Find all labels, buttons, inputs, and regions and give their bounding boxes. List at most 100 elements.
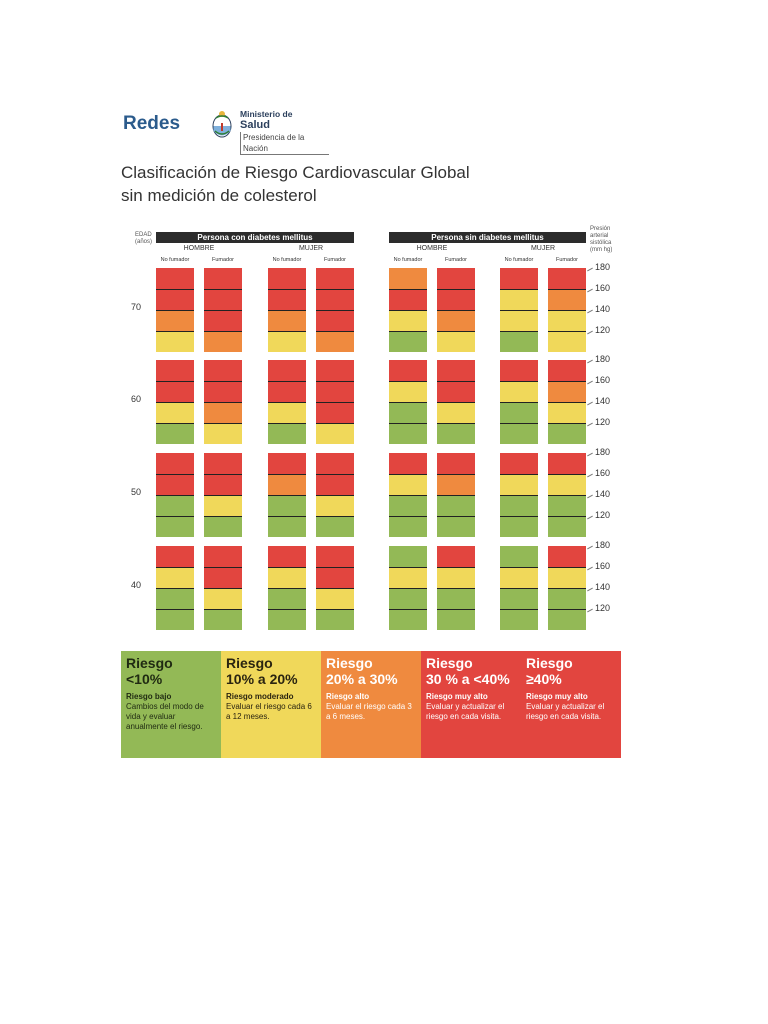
- ministry-line-2: Salud: [240, 119, 270, 131]
- risk-cell: [437, 402, 475, 423]
- risk-cell: [156, 402, 194, 423]
- risk-cell: [156, 453, 194, 474]
- legend-level: Riesgo alto: [326, 692, 370, 701]
- risk-cell: [268, 495, 306, 516]
- legend-range: 20% a 30%: [326, 671, 398, 687]
- risk-cell: [389, 546, 427, 567]
- risk-cell: [316, 546, 354, 567]
- national-emblem-icon: [212, 111, 232, 138]
- risk-cell: [316, 453, 354, 474]
- risk-cell: [316, 609, 354, 630]
- risk-cell: [548, 331, 586, 352]
- risk-cell: [268, 453, 306, 474]
- risk-cell: [268, 331, 306, 352]
- risk-cell: [204, 546, 242, 567]
- bp-label: 180: [595, 447, 611, 457]
- risk-cell: [389, 310, 427, 331]
- bp-label: 120: [595, 510, 611, 520]
- sex-header: MUJER: [530, 245, 556, 252]
- legend-highest-risk: Riesgo ≥40% Riesgo muy alto Evaluar y ac…: [521, 651, 621, 758]
- risk-cell: [548, 453, 586, 474]
- risk-cell: [389, 268, 427, 289]
- risk-cell: [500, 516, 538, 537]
- risk-cell: [548, 567, 586, 588]
- risk-cell: [500, 310, 538, 331]
- risk-cell: [437, 381, 475, 402]
- risk-cell: [437, 474, 475, 495]
- bp-axis-line-3: sistólica: [590, 240, 612, 246]
- risk-cell: [204, 381, 242, 402]
- risk-cell: [548, 516, 586, 537]
- legend-high-risk: Riesgo 20% a 30% Riesgo alto Evaluar el …: [321, 651, 421, 758]
- bp-label: 160: [595, 283, 611, 293]
- risk-cell: [548, 495, 586, 516]
- smoking-header: No fumador: [272, 257, 302, 263]
- risk-cell: [268, 310, 306, 331]
- legend-advice: Cambios del modo de vida y evaluar anual…: [126, 702, 204, 731]
- risk-cell: [268, 567, 306, 588]
- risk-cell: [156, 360, 194, 381]
- risk-cell: [389, 402, 427, 423]
- risk-cell: [389, 516, 427, 537]
- sex-header: HOMBRE: [183, 245, 215, 252]
- risk-cell: [156, 268, 194, 289]
- risk-cell: [389, 360, 427, 381]
- bp-label: 120: [595, 325, 611, 335]
- risk-cell: [204, 495, 242, 516]
- risk-cell: [500, 381, 538, 402]
- risk-cell: [500, 423, 538, 444]
- risk-cell: [156, 567, 194, 588]
- risk-cell: [500, 474, 538, 495]
- risk-cell: [389, 588, 427, 609]
- bp-label: 120: [595, 417, 611, 427]
- risk-cell: [548, 474, 586, 495]
- risk-cell: [268, 588, 306, 609]
- bp-axis-line-1: Presión: [590, 226, 611, 232]
- bp-label: 140: [595, 582, 611, 592]
- title-line-1: Clasificación de Riesgo Cardiovascular G…: [121, 163, 470, 182]
- risk-cell: [204, 567, 242, 588]
- risk-cell: [548, 268, 586, 289]
- risk-cell: [204, 289, 242, 310]
- risk-cell: [548, 381, 586, 402]
- risk-cell: [156, 423, 194, 444]
- risk-cell: [316, 402, 354, 423]
- risk-cell: [437, 423, 475, 444]
- brand-logo-text: Redes: [123, 113, 181, 134]
- risk-cell: [437, 268, 475, 289]
- group-header: Persona con diabetes mellitus: [156, 232, 354, 243]
- risk-cell: [548, 423, 586, 444]
- risk-cell: [204, 474, 242, 495]
- smoking-header: No fumador: [160, 257, 190, 263]
- bp-label: 180: [595, 262, 611, 272]
- risk-cell: [437, 331, 475, 352]
- risk-cell: [548, 588, 586, 609]
- risk-cell: [204, 268, 242, 289]
- age-label: 50: [131, 487, 142, 497]
- risk-cell: [500, 546, 538, 567]
- risk-cell: [437, 516, 475, 537]
- legend-moderate-risk: Riesgo 10% a 20% Riesgo moderado Evaluar…: [221, 651, 321, 758]
- risk-cell: [389, 567, 427, 588]
- risk-cell: [389, 474, 427, 495]
- smoking-header: Fumador: [444, 257, 467, 263]
- risk-cell: [437, 453, 475, 474]
- bp-axis-line-4: (mm hg): [590, 247, 613, 253]
- group-header: Persona sin diabetes mellitus: [389, 232, 586, 243]
- risk-cell: [548, 546, 586, 567]
- risk-cell: [268, 268, 306, 289]
- risk-cell: [389, 609, 427, 630]
- risk-cell: [316, 588, 354, 609]
- age-axis-label: EDAD (años): [135, 232, 152, 246]
- risk-cell: [268, 289, 306, 310]
- risk-cell: [500, 360, 538, 381]
- risk-cell: [268, 546, 306, 567]
- risk-cell: [316, 474, 354, 495]
- risk-cell: [437, 567, 475, 588]
- bp-label: 160: [595, 375, 611, 385]
- risk-cell: [204, 360, 242, 381]
- risk-cell: [437, 310, 475, 331]
- risk-cell: [437, 588, 475, 609]
- bp-label: 140: [595, 304, 611, 314]
- legend-range: ≥40%: [526, 671, 562, 687]
